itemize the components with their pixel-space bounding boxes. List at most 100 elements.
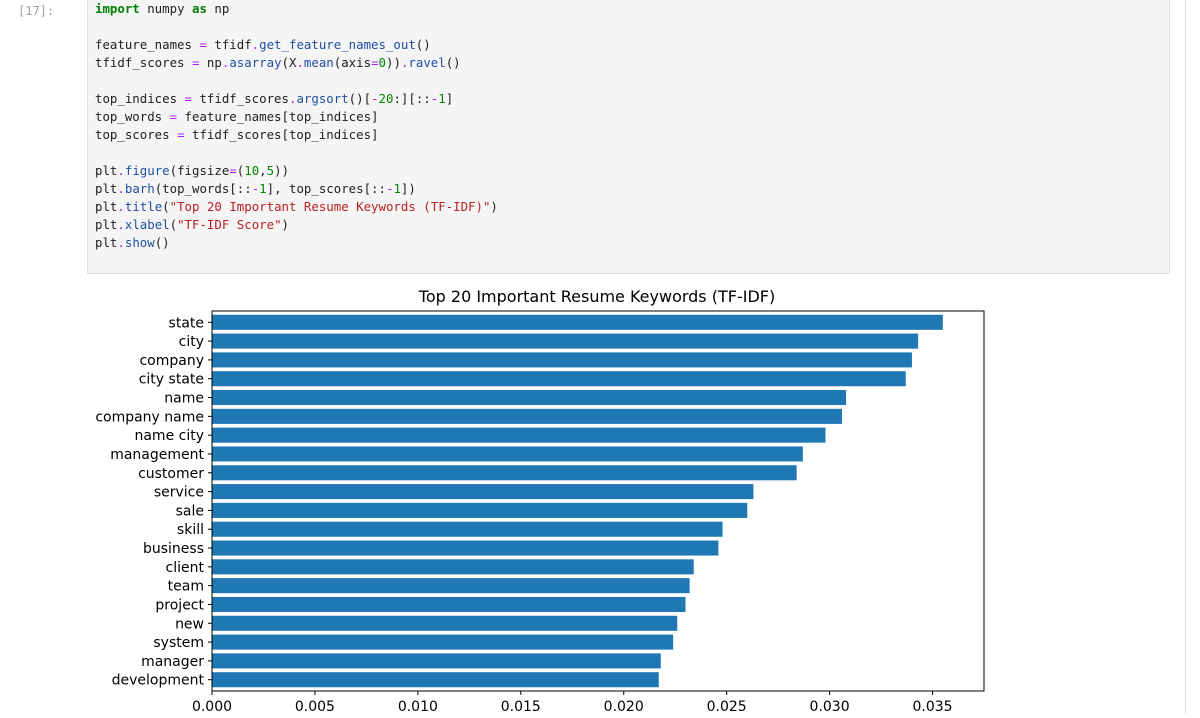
- code-token: -: [371, 91, 379, 106]
- code-token: .: [288, 91, 297, 106]
- code-token: "TF-IDF Score": [177, 217, 282, 232]
- bar: [212, 484, 754, 500]
- code-token: plt: [95, 235, 118, 250]
- y-tick-label: development: [112, 673, 205, 689]
- y-tick-label: name city: [134, 428, 204, 444]
- code-token: plt: [95, 181, 118, 196]
- y-tick-label: city state: [139, 372, 204, 388]
- code-token: (): [415, 37, 431, 52]
- code-token: 1: [438, 91, 446, 106]
- code-line: [95, 144, 498, 162]
- code-token: mean: [303, 55, 334, 70]
- code-token: (: [236, 163, 245, 178]
- bar: [212, 352, 912, 368]
- code-token: -: [385, 181, 394, 196]
- bar: [212, 371, 906, 387]
- code-token: ]): [400, 181, 416, 196]
- code-token: xlabel: [124, 217, 170, 232]
- y-tick-label: client: [166, 560, 205, 576]
- code-token: (X: [281, 55, 297, 70]
- code-token: tfidf: [206, 37, 252, 52]
- bar: [212, 390, 847, 406]
- code-token: -: [251, 181, 260, 196]
- bar: [212, 427, 826, 443]
- code-token: (top_words[::: [154, 181, 252, 196]
- x-tick-label: 0.020: [604, 699, 644, 714]
- code-token: argsort: [296, 91, 349, 106]
- y-tick-label: management: [110, 447, 204, 463]
- bar: [212, 446, 803, 462]
- code-token: .: [117, 217, 125, 232]
- code-token: 5: [266, 163, 275, 178]
- chart-title: Top 20 Important Resume Keywords (TF-IDF…: [418, 287, 775, 306]
- bar: [212, 672, 659, 688]
- code-token: plt: [95, 217, 118, 232]
- code-token: as: [191, 1, 207, 16]
- code-token: top_indices: [95, 91, 185, 106]
- bar: [212, 634, 674, 650]
- bar: [212, 559, 694, 575]
- y-tick-label: city: [179, 334, 204, 350]
- code-token: =: [169, 109, 178, 124]
- y-tick-label: name: [164, 391, 204, 407]
- code-line: plt.title("Top 20 Important Resume Keywo…: [95, 198, 498, 216]
- code-token: .: [221, 55, 230, 70]
- code-line: top_words = feature_names[top_indices]: [95, 108, 498, 126]
- x-tick-label: 0.000: [192, 699, 232, 714]
- code-token: plt: [95, 163, 118, 178]
- code-token: feature_names: [95, 37, 200, 52]
- cell-prompt: [17]:: [18, 4, 55, 18]
- code-token: .: [400, 55, 409, 70]
- code-token: tfidf_scores: [95, 55, 192, 70]
- code-token: =: [177, 127, 185, 142]
- code-line: plt.figure(figsize=(10,5)): [95, 162, 498, 180]
- code-token: =: [371, 55, 379, 70]
- code-token: ()[: [348, 91, 372, 106]
- notebook-panel-border: [1185, 0, 1186, 714]
- code-token: .: [117, 235, 125, 250]
- code-line: [95, 72, 498, 90]
- bar: [212, 408, 842, 424]
- code-token: (): [154, 235, 170, 250]
- code-token: ): [490, 199, 498, 214]
- bar: [212, 465, 797, 481]
- y-tick-label: customer: [138, 466, 204, 482]
- code-token: get_feature_names_out: [259, 37, 416, 52]
- code-token: .: [296, 55, 304, 70]
- code-token: np: [206, 1, 230, 16]
- code-token: (): [445, 55, 461, 70]
- code-token: (: [162, 199, 170, 214]
- code-token: title: [124, 199, 163, 214]
- code-editor[interactable]: import numpy as np feature_names = tfidf.…: [95, 0, 498, 252]
- bar: [212, 596, 686, 612]
- code-token: )): [274, 163, 290, 178]
- code-cell-input[interactable]: import numpy as np feature_names = tfidf.…: [87, 0, 1170, 274]
- bar: [212, 502, 748, 518]
- bar: [212, 653, 661, 669]
- y-tick-label: skill: [177, 522, 204, 538]
- bar: [212, 578, 690, 594]
- code-line: plt.xlabel("TF-IDF Score"): [95, 216, 498, 234]
- code-token: =: [191, 55, 200, 70]
- y-tick-label: new: [175, 616, 204, 632]
- x-tick-label: 0.030: [810, 699, 850, 714]
- code-token: (: [169, 217, 178, 232]
- code-token: =: [229, 163, 237, 178]
- code-token: =: [184, 91, 192, 106]
- code-token: (figsize: [169, 163, 230, 178]
- code-token: import: [95, 1, 140, 16]
- code-token: (axis: [333, 55, 372, 70]
- code-token: )): [386, 55, 401, 70]
- code-token: "Top 20 Important Resume Keywords (TF-ID…: [169, 199, 491, 214]
- code-token: tfidf_scores[top_indices]: [184, 127, 379, 142]
- y-tick-label: sale: [176, 503, 204, 519]
- code-token: 1: [259, 181, 267, 196]
- code-token: 20: [378, 91, 394, 106]
- bar: [212, 314, 943, 330]
- code-line: top_indices = tfidf_scores.argsort()[-20…: [95, 90, 498, 108]
- code-line: plt.show(): [95, 234, 498, 252]
- axes-frame: [211, 310, 985, 692]
- code-token: .: [251, 37, 260, 52]
- y-tick-label: service: [154, 485, 204, 501]
- code-token: -: [430, 91, 439, 106]
